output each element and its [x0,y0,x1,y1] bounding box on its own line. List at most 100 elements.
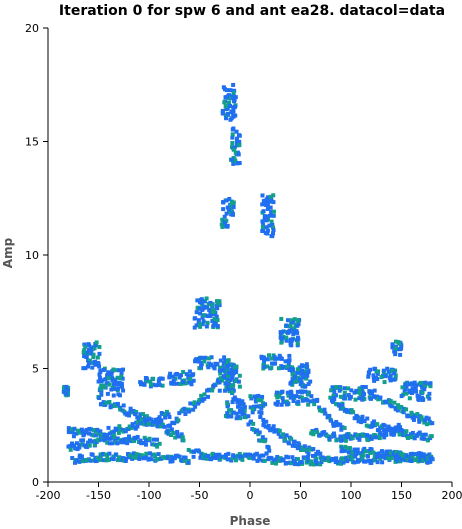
data-point [142,422,147,427]
data-point [104,432,109,437]
data-point [200,322,205,327]
data-point [327,436,332,441]
data-point [233,159,238,164]
data-point [357,458,362,463]
data-point [378,456,383,461]
data-point [287,441,292,446]
data-point [325,434,330,439]
data-point [109,371,114,376]
data-point [416,397,421,402]
data-point [322,430,327,435]
data-point [269,199,274,204]
data-point [295,330,300,335]
data-point [328,395,333,400]
data-point [231,200,236,205]
data-point [131,408,136,413]
data-point [342,390,347,395]
data-point [262,420,267,425]
data-point [217,380,222,385]
data-point [293,444,298,449]
data-point [199,297,204,302]
data-point [231,82,236,87]
data-point [263,230,268,235]
data-point [265,357,270,362]
data-point [118,427,123,432]
data-point [98,387,103,392]
data-point [224,218,229,223]
data-point [387,375,392,380]
data-point [197,306,202,311]
data-point [202,392,207,397]
data-point [292,317,297,322]
data-point [303,389,308,394]
data-point [181,380,186,385]
data-point [271,213,276,218]
data-point [131,451,136,456]
data-point [201,455,206,460]
data-point [210,451,215,456]
data-point [194,310,199,315]
data-point [149,382,154,387]
data-point [105,391,110,396]
data-point [230,400,235,405]
data-point [308,379,313,384]
data-point [286,455,291,460]
data-point [226,358,231,363]
data-point [320,409,325,414]
data-point [173,435,178,440]
data-point [296,318,301,323]
data-point [369,460,374,465]
data-point [208,314,213,319]
data-point [393,352,398,357]
data-point [158,376,163,381]
data-point [117,424,122,429]
data-point [119,370,124,375]
data-point [82,348,87,353]
y-tick-label: 15 [25,136,39,149]
data-point [265,199,270,204]
data-point [205,320,210,325]
data-point [74,458,79,463]
data-point [390,342,395,347]
data-point [280,365,285,370]
data-point [318,451,323,456]
data-point [259,410,264,415]
x-tick-label: -200 [36,489,61,502]
data-point [97,396,102,401]
data-point [255,404,260,409]
data-point [373,458,378,463]
data-point [221,207,226,212]
data-point [242,408,247,413]
data-point [220,224,225,229]
data-point [272,429,277,434]
data-point [344,455,349,460]
data-point [262,217,267,222]
data-point [107,399,112,404]
data-point [301,455,306,460]
data-point [91,439,96,444]
data-point [261,423,266,428]
data-point [142,435,147,440]
data-point [295,389,300,394]
data-point [117,455,122,460]
data-point [261,417,266,422]
data-point [220,108,225,113]
data-point [153,417,158,422]
data-point [299,371,304,376]
data-point [271,424,276,429]
data-point [237,373,242,378]
data-point [208,363,213,368]
data-point [306,369,311,374]
y-axis-label: Amp [1,237,15,268]
data-point [243,415,248,420]
data-point [233,150,238,155]
data-point [226,207,231,212]
data-point [209,457,214,462]
data-point [361,453,366,458]
data-point [275,454,280,459]
data-point [256,398,261,403]
data-point [95,455,100,460]
data-point [169,455,174,460]
data-point [420,417,425,422]
